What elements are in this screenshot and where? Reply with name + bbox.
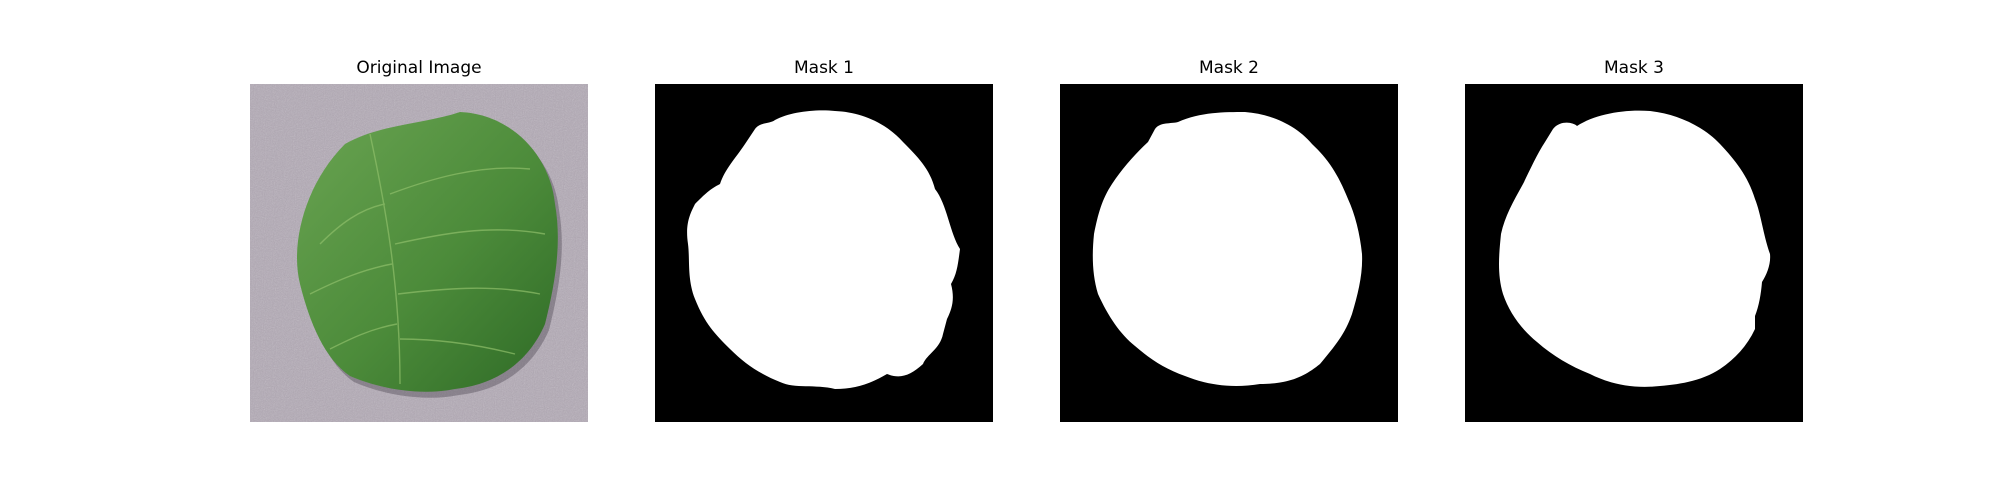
leaf-veins — [309, 133, 546, 385]
mask-region — [1092, 112, 1363, 387]
mask-image — [1060, 84, 1398, 422]
panel-original-image: Original Image — [250, 58, 588, 422]
panel-title: Original Image — [356, 58, 482, 78]
panel-mask-2: Mask 2 — [1060, 58, 1398, 422]
mask-region — [687, 110, 960, 390]
mask-image — [655, 84, 993, 422]
panel-mask-3: Mask 3 — [1465, 58, 1803, 422]
panel-title: Mask 1 — [793, 58, 854, 78]
leaf-photo — [250, 84, 588, 422]
mask-region — [1499, 110, 1771, 387]
panel-title: Mask 2 — [1198, 58, 1259, 78]
leaf — [297, 112, 558, 392]
panel-title: Mask 3 — [1603, 58, 1664, 78]
mask-image — [1465, 84, 1803, 422]
panel-mask-1: Mask 1 — [655, 58, 993, 422]
